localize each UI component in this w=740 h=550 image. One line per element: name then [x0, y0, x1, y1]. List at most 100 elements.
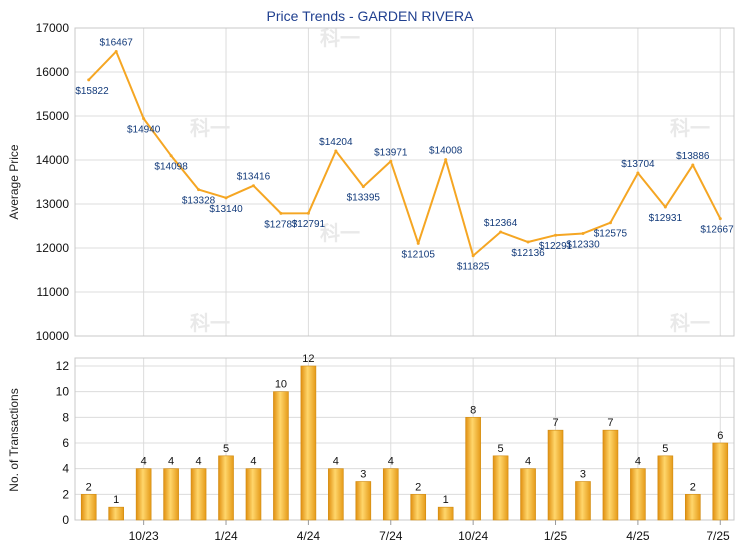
price-y-tick-label: 15000 — [36, 109, 70, 123]
transactions-bar — [190, 468, 207, 521]
transactions-bar — [712, 442, 729, 521]
price-point — [389, 159, 393, 163]
transactions-bar-label: 1 — [443, 494, 449, 506]
price-data-label: $13140 — [209, 204, 243, 215]
price-data-label: $13395 — [347, 193, 381, 204]
transactions-bar — [520, 468, 536, 521]
transactions-bar — [163, 468, 179, 521]
transactions-bar-label: 5 — [498, 443, 504, 455]
price-data-label: $14008 — [429, 146, 463, 157]
transactions-bar — [492, 455, 509, 521]
price-data-label: $12136 — [511, 248, 545, 259]
price-point — [306, 211, 310, 215]
transactions-bar-label: 7 — [607, 417, 613, 429]
price-data-label: $13704 — [621, 159, 655, 170]
transactions-plot-frame — [74, 357, 735, 521]
price-data-label: $13328 — [182, 196, 216, 207]
price-data-label: $13416 — [237, 172, 271, 183]
price-data-label: $14204 — [319, 137, 353, 148]
watermark-mark: 科一 — [320, 221, 360, 245]
price-data-label: $12791 — [292, 219, 326, 230]
price-plot-frame — [74, 27, 735, 337]
price-point — [691, 163, 695, 167]
transactions-bar — [602, 429, 619, 521]
transactions-bar-panel: 0 2 4 6 8 10 12 No. of Transactions 2 1 4 4 4 5 4 10 1… — [7, 353, 735, 543]
price-point — [663, 205, 667, 209]
price-y-tick-label: 11000 — [37, 285, 70, 299]
price-data-label: $12330 — [566, 239, 600, 250]
price-point — [87, 78, 91, 82]
transactions-bar — [547, 429, 564, 521]
price-point — [114, 49, 118, 53]
transactions-bar-label: 5 — [662, 443, 668, 455]
x-tick-label: 4/24 — [297, 529, 321, 543]
price-point — [251, 184, 255, 188]
watermark-mark: 科一 — [670, 311, 710, 335]
transactions-bar-label: 12 — [302, 353, 314, 365]
price-y-tick-label: 14000 — [36, 153, 70, 167]
price-point — [279, 211, 283, 215]
transactions-bar-label: 4 — [333, 456, 339, 468]
price-point — [361, 185, 365, 189]
transactions-bar — [685, 494, 701, 521]
price-point — [636, 171, 640, 175]
transactions-bar — [218, 455, 234, 521]
transactions-bar-label: 4 — [141, 456, 147, 468]
price-data-label: $12291 — [539, 241, 573, 252]
watermark-mark: 科一 — [190, 116, 230, 140]
price-data-label: $14098 — [154, 162, 188, 173]
transactions-y-tick-label: 6 — [62, 436, 69, 450]
price-point — [526, 240, 530, 244]
price-data-label: $13886 — [676, 151, 710, 162]
transactions-bar-label: 2 — [86, 481, 92, 493]
watermark-mark: 科一 — [320, 26, 360, 50]
price-data-label: $15822 — [75, 86, 109, 97]
price-point — [224, 196, 228, 200]
price-point — [718, 217, 722, 221]
transactions-bar-label: 10 — [275, 379, 287, 391]
transactions-bar — [328, 468, 344, 521]
transactions-bar-label: 7 — [552, 417, 558, 429]
transactions-y-tick-label: 10 — [56, 385, 70, 399]
price-y-axis-label: Average Price — [7, 144, 21, 219]
transactions-bar — [575, 481, 591, 521]
x-tick-label: 4/25 — [626, 529, 650, 543]
transactions-bar-label: 8 — [470, 404, 476, 416]
transactions-y-axis-label: No. of Transactions — [7, 388, 21, 491]
transactions-y-tick-label: 12 — [56, 359, 70, 373]
price-y-tick-label: 10000 — [36, 329, 70, 343]
transactions-y-tick-label: 4 — [62, 462, 69, 476]
x-tick-label: 7/24 — [379, 529, 403, 543]
transactions-bar — [657, 455, 674, 521]
price-data-label: $12105 — [402, 249, 436, 260]
transactions-bar-label: 6 — [717, 430, 723, 442]
transactions-bar — [410, 494, 427, 521]
transactions-bar — [382, 468, 399, 521]
price-data-label: $12787 — [264, 219, 298, 230]
transactions-bar-label: 1 — [113, 494, 119, 506]
price-data-label: $12667 — [700, 225, 734, 236]
transactions-bar — [108, 506, 124, 521]
price-data-label: $12931 — [649, 213, 683, 224]
transactions-bar-label: 4 — [196, 456, 202, 468]
x-tick-label: 10/23 — [129, 529, 159, 543]
transactions-bar-label: 4 — [388, 456, 394, 468]
transactions-bar-label: 2 — [690, 481, 696, 493]
price-point — [499, 230, 503, 234]
transactions-y-tick-label: 0 — [62, 513, 69, 527]
price-point — [581, 231, 585, 235]
transactions-bar — [245, 468, 262, 521]
price-point — [608, 221, 612, 225]
price-y-tick-label: 16000 — [36, 65, 70, 79]
price-data-label: $13971 — [374, 147, 408, 158]
price-series-line — [88, 50, 722, 257]
transactions-bar-label: 4 — [168, 456, 174, 468]
transactions-bar-label: 5 — [223, 443, 229, 455]
price-point — [142, 117, 146, 121]
price-point — [416, 241, 420, 245]
transactions-bar — [630, 468, 646, 521]
x-tick-label: 7/25 — [706, 529, 730, 543]
price-y-tick-label: 12000 — [36, 241, 70, 255]
